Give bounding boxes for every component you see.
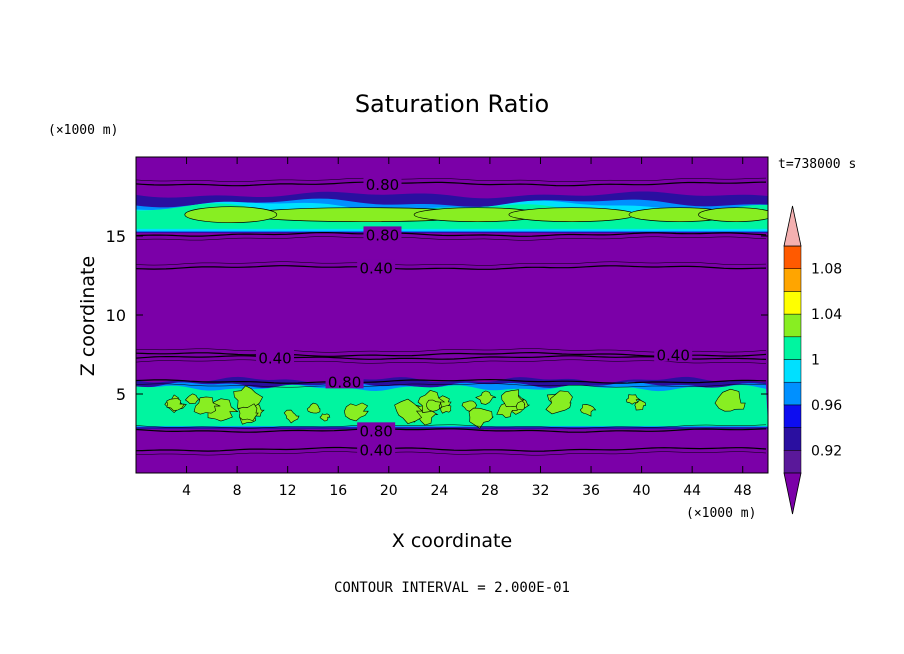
contour-line-minor [136, 424, 767, 429]
saturation-patch [238, 403, 259, 422]
contour-label-bg [654, 346, 693, 362]
contour-label-bg [357, 259, 396, 275]
contour-label-bg [363, 226, 402, 242]
colorbar-bin [783, 336, 802, 360]
contour-interval-note: CONTOUR INTERVAL = 2.000E-01 [334, 580, 570, 596]
y-tick-label: 15 [106, 227, 126, 246]
contour-label: 0.80 [359, 422, 392, 440]
chart-title: Saturation Ratio [355, 90, 549, 118]
saturation-patch [634, 399, 647, 411]
contour-line [136, 378, 767, 384]
x-tick-label: 8 [233, 483, 242, 499]
colorbar-bin [783, 427, 802, 451]
contour-label-bg [363, 175, 402, 191]
contour-label: 0.80 [366, 226, 399, 244]
x-tick-label: 32 [532, 483, 550, 499]
colorbar-bin [783, 268, 802, 292]
colorbar-bin [783, 359, 802, 383]
colorbar-tick-label: 1.04 [811, 307, 842, 323]
x-tick-label: 24 [430, 483, 448, 499]
x-tick-label: 40 [633, 483, 651, 499]
contour-label: 0.40 [656, 347, 689, 365]
saturation-patch [426, 399, 442, 412]
contour-line-minor [136, 177, 767, 182]
saturation-patch [306, 402, 321, 414]
contour-labels: 0.800.800.400.40 0.400.800.800.40 [256, 175, 693, 459]
colorbar-tick-label: 1.08 [811, 262, 842, 278]
x-axis-label: X coordinate [392, 530, 512, 552]
x-tick-label: 4 [182, 483, 191, 499]
contour-line [136, 428, 767, 433]
contour-label-bg [325, 373, 364, 389]
contour-label: 0.40 [359, 260, 392, 278]
contour-label-bg [256, 349, 295, 365]
colorbar-bin [783, 291, 802, 315]
contour-label: 0.40 [359, 441, 392, 459]
colorbar-bin [783, 404, 802, 428]
contour-line-minor [136, 236, 767, 241]
y-axis: 5 10 15 [106, 227, 768, 404]
x-tick-label: 44 [683, 483, 701, 499]
x-tick-label: 48 [734, 483, 752, 499]
contour-line-minor [136, 383, 767, 388]
contour-label-bg [357, 422, 396, 438]
saturation-patch [319, 413, 331, 422]
saturation-patch [193, 396, 221, 415]
contour-label: 0.80 [328, 373, 361, 391]
colorbar-bin [783, 381, 802, 406]
contour-label-bg [357, 441, 396, 457]
contour-label: 0.80 [366, 176, 399, 194]
saturation-patch [579, 404, 597, 417]
time-label: t=738000 s [778, 157, 856, 172]
saturation-patch [508, 207, 636, 223]
saturation-patch [475, 390, 497, 405]
saturation-patch [545, 390, 573, 415]
plot-area [136, 157, 768, 473]
colorbar-over-arrow [783, 205, 802, 247]
contour-line [136, 446, 767, 452]
contour-line [136, 181, 767, 187]
saturation-patch [344, 402, 369, 422]
saturation-patch [468, 407, 494, 429]
x-tick-label: 20 [380, 483, 398, 499]
contour-line [136, 232, 767, 237]
colorbar-bin [783, 450, 802, 474]
x-axis: 4 8 12 16 20 24 28 32 36 40 44 48 [182, 157, 752, 499]
colorbar-under-arrow [783, 472, 802, 515]
colorbar-tick-label: 0.92 [811, 443, 842, 459]
saturation-patch [626, 394, 641, 405]
contour-line [136, 265, 767, 270]
y-tick-label: 5 [116, 385, 126, 404]
contour-line-minor [136, 451, 767, 456]
colorbar: 0.92 0.96 1 1.04 1.08 [783, 205, 842, 515]
x-unit-label: (×1000 m) [686, 506, 756, 521]
saturation-patch [184, 206, 278, 224]
contour-label: 0.40 [258, 350, 291, 368]
saturation-patch [394, 398, 424, 424]
x-tick-label: 28 [481, 483, 499, 499]
saturation-patch [714, 388, 746, 412]
x-tick-label: 12 [279, 483, 297, 499]
x-tick-label: 16 [329, 483, 347, 499]
saturation-patch [184, 393, 201, 405]
saturation-patch [501, 389, 525, 408]
contour-line-minor [136, 261, 767, 266]
y-axis-label: Z coordinate [77, 256, 99, 376]
colorbar-tick-label: 0.96 [811, 398, 842, 414]
colorbar-bin [783, 245, 802, 269]
saturation-patch [698, 207, 768, 223]
x-tick-label: 36 [582, 483, 600, 499]
saturation-patch [283, 409, 300, 424]
y-unit-label: (×1000 m) [48, 123, 118, 138]
colorbar-tick-label: 1 [811, 353, 820, 369]
saturation-patch [166, 398, 185, 411]
y-tick-label: 10 [106, 306, 126, 325]
colorbar-bin [783, 313, 802, 338]
